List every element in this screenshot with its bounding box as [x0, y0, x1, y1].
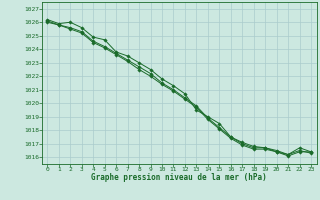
X-axis label: Graphe pression niveau de la mer (hPa): Graphe pression niveau de la mer (hPa)	[91, 173, 267, 182]
